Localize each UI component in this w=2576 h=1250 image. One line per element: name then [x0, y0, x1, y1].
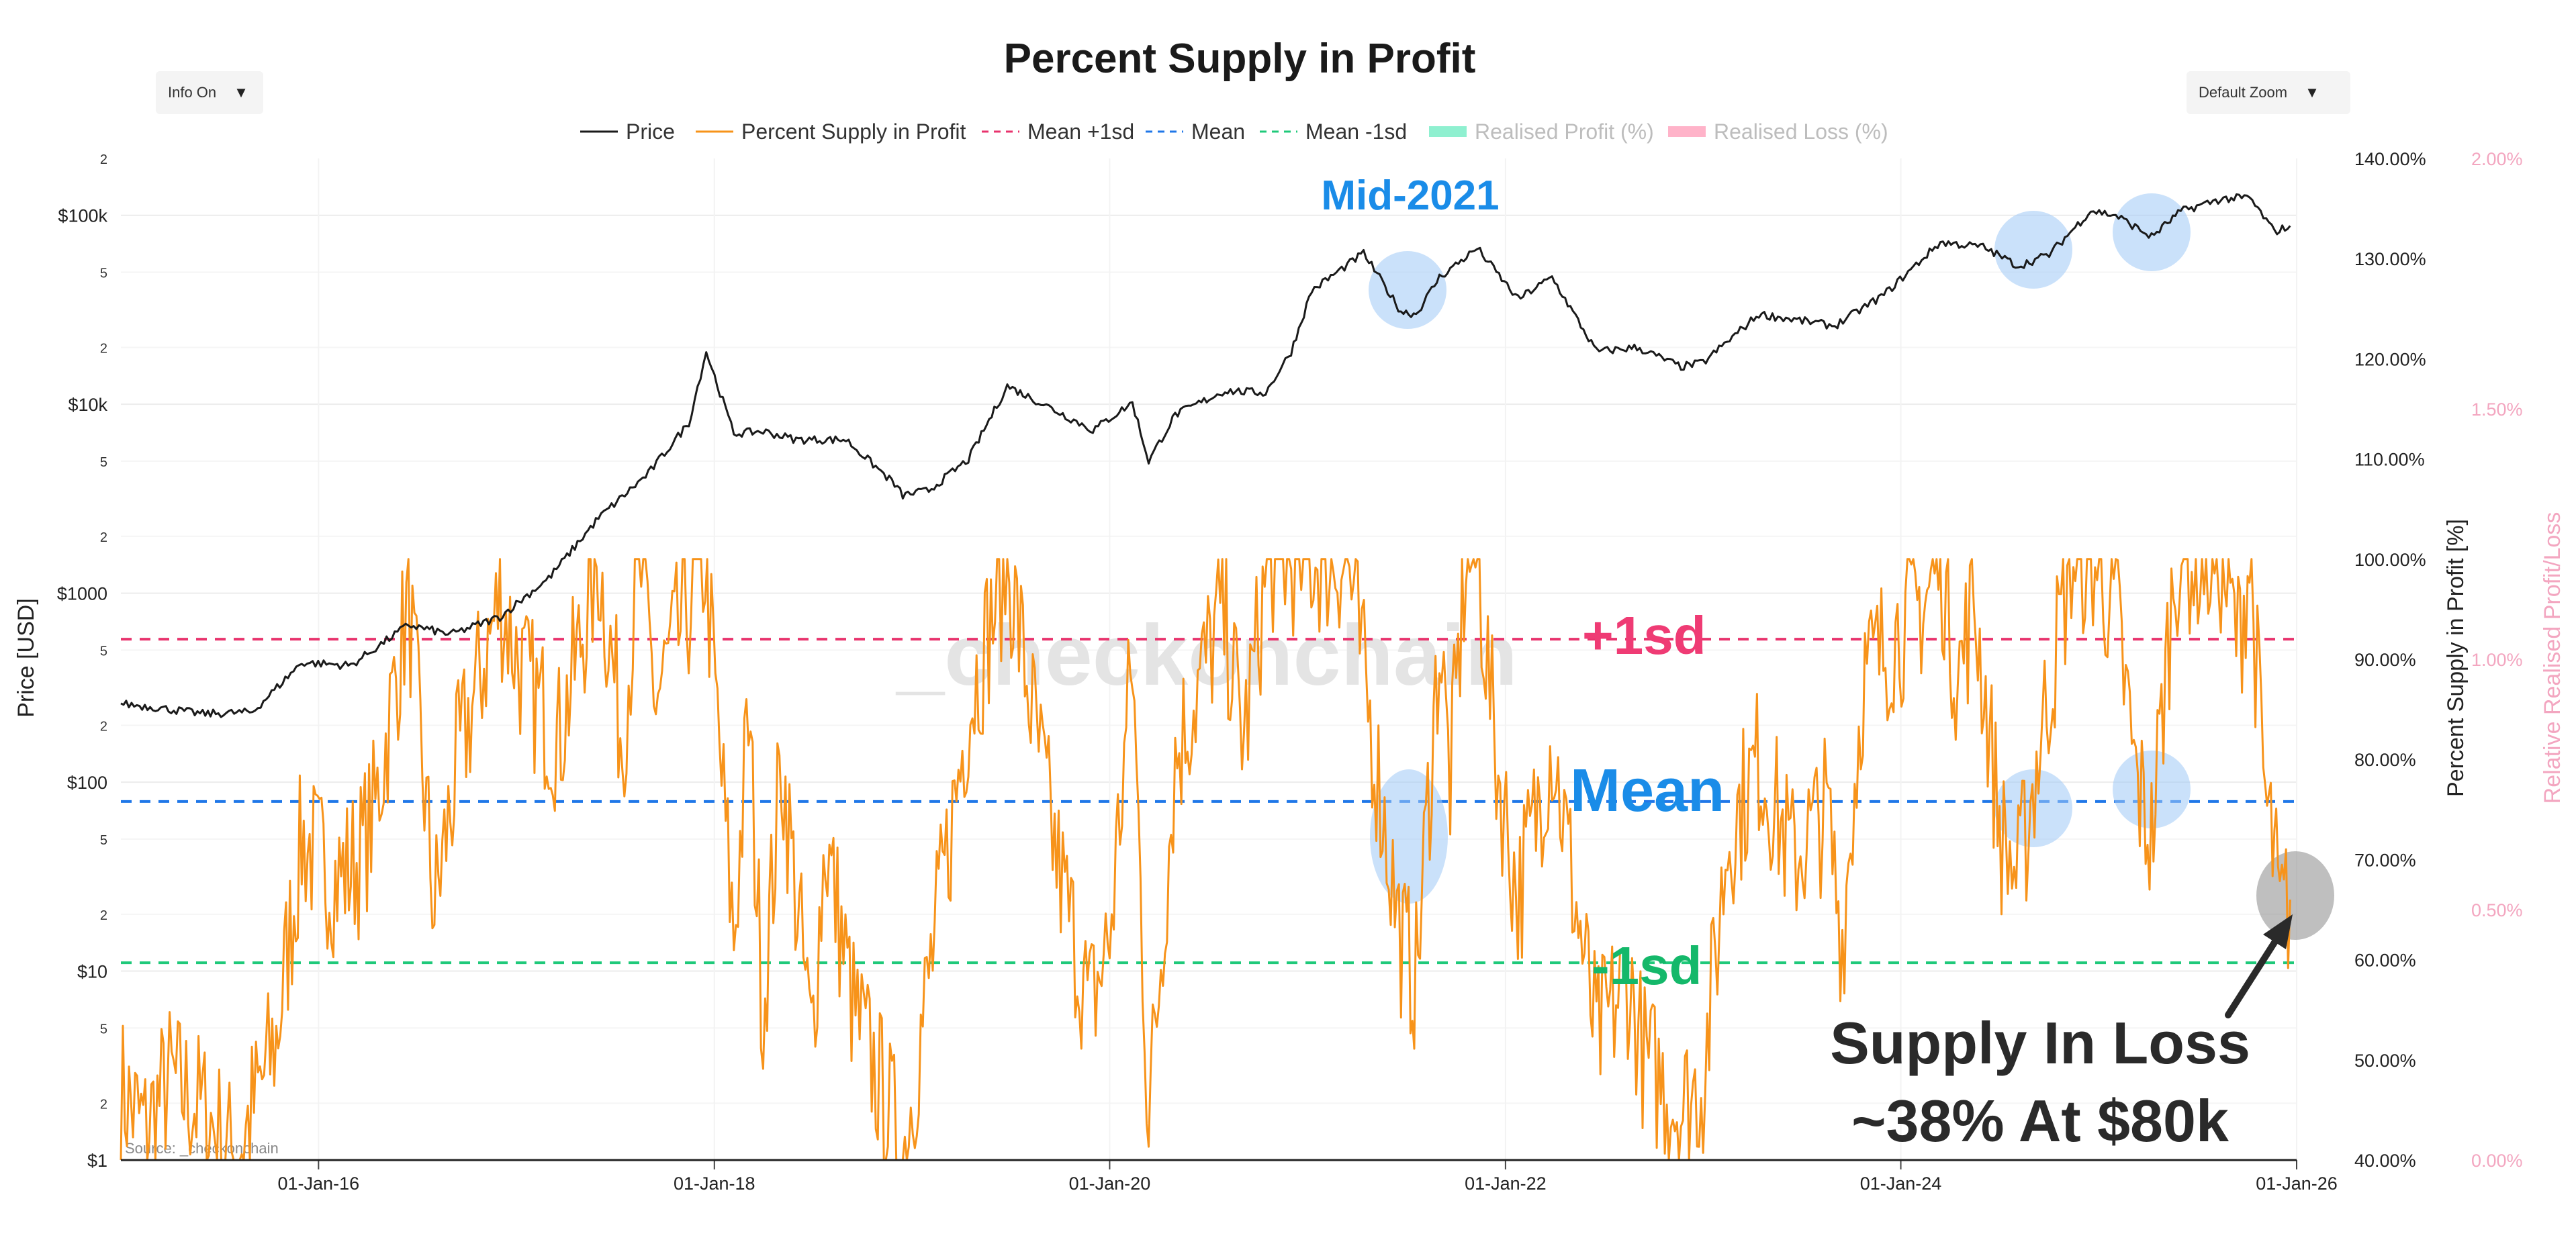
y-right2-tick: 1.50%	[2471, 399, 2523, 420]
legend-item[interactable]: Realised Loss (%)	[1668, 119, 1888, 144]
y-left-minor-tick: 2	[100, 1097, 107, 1112]
info-toggle-dropdown[interactable]: Info On ▼	[156, 71, 263, 114]
y-right2-tick: 2.00%	[2471, 149, 2523, 169]
chevron-down-icon: ▼	[2305, 84, 2319, 101]
legend-item[interactable]: Mean -1sd	[1260, 119, 1407, 144]
y-right-tick: 50.00%	[2354, 1051, 2416, 1071]
y-right2-tick: 0.00%	[2471, 1151, 2523, 1171]
y-right-tick: 40.00%	[2354, 1151, 2416, 1171]
series-line-percent-supply	[120, 558, 2291, 1161]
x-tick-label: 01-Jan-26	[2256, 1173, 2338, 1194]
legend-label: Mean +1sd	[1027, 119, 1134, 144]
y-left-minor-tick: 2	[100, 908, 107, 923]
axes: $1 2 5 $10 2 5 $100 2 5 $1000 2 5 $10k 2 5 $100k 2 40.00%…	[13, 149, 2565, 1194]
info-toggle-label: Info On	[168, 84, 217, 101]
highlight-ellipse	[1370, 769, 1448, 904]
legend-label: Percent Supply in Profit	[741, 119, 966, 144]
legend-item[interactable]: Percent Supply in Profit	[696, 119, 966, 144]
y-left-minor-tick: 5	[100, 833, 107, 848]
y-right-tick: 120.00%	[2354, 349, 2426, 369]
annotation-mean: Mean	[1570, 757, 1724, 824]
callout-arrow-head	[2263, 914, 2293, 949]
y-left-tick: $100k	[58, 206, 107, 226]
highlight-ellipse	[1369, 251, 1446, 329]
x-tick-label: 01-Jan-24	[1860, 1173, 1942, 1194]
chart-title: Percent Supply in Profit	[1004, 36, 1476, 82]
y-right2-tick: 1.00%	[2471, 650, 2523, 670]
legend-label: Realised Profit (%)	[1475, 119, 1654, 144]
legend-label: Mean	[1191, 119, 1245, 144]
legend-item[interactable]: Mean +1sd	[982, 119, 1134, 144]
legend-item[interactable]: Price	[580, 119, 675, 144]
legend-label: Mean -1sd	[1305, 119, 1407, 144]
series-line-price	[120, 193, 2291, 718]
x-tick-label: 01-Jan-20	[1069, 1173, 1151, 1194]
legend: Price Percent Supply in Profit Mean +1sd Me…	[580, 119, 1888, 144]
grid-lines	[121, 158, 2297, 1161]
chevron-down-icon: ▼	[234, 84, 248, 101]
highlight-ellipse	[2113, 193, 2191, 271]
y-left-minor-tick: 5	[100, 644, 107, 659]
y-left-minor-tick: 2	[100, 719, 107, 734]
y-right-tick: 90.00%	[2354, 650, 2416, 670]
y-right2-axis-title: Relative Realised Profit/Loss	[2540, 512, 2565, 804]
y-right-tick: 70.00%	[2354, 850, 2416, 870]
x-tick-label: 01-Jan-18	[674, 1173, 755, 1194]
annotations: Mid-2021 +1sd Mean -1sd Supply In Loss ~38% A…	[1321, 173, 2293, 1154]
y-right2-tick: 0.50%	[2471, 900, 2523, 920]
y-right-tick: 110.00%	[2354, 450, 2425, 470]
x-tick-label: 01-Jan-16	[278, 1173, 360, 1194]
zoom-dropdown-label: Default Zoom	[2199, 84, 2288, 101]
x-tick-label: 01-Jan-22	[1465, 1173, 1547, 1194]
y-left-tick: $1	[87, 1151, 107, 1171]
annotation-mid-2021: Mid-2021	[1321, 173, 1499, 219]
y-left-minor-tick: 5	[100, 266, 107, 281]
annotation-minus-1sd: -1sd	[1592, 936, 1702, 996]
y-left-minor-tick: 2	[100, 341, 107, 356]
legend-item[interactable]: Mean	[1146, 119, 1245, 144]
y-left-minor-tick: 5	[100, 1022, 107, 1037]
callout-arrow-shaft	[2225, 934, 2281, 1018]
band-lines	[121, 638, 2297, 965]
annotation-plus-1sd: +1sd	[1582, 606, 1706, 665]
zoom-dropdown[interactable]: Default Zoom ▼	[2187, 71, 2350, 114]
y-left-minor-tick: 2	[100, 152, 107, 167]
highlight-ellipse	[1994, 211, 2072, 289]
y-right-tick: 80.00%	[2354, 750, 2416, 770]
y-left-axis-title: Price [USD]	[13, 598, 39, 718]
legend-item[interactable]: Realised Profit (%)	[1429, 119, 1654, 144]
highlight-ellipse-current	[2256, 851, 2334, 940]
series-lines	[120, 193, 2291, 1161]
y-right-tick: 140.00%	[2354, 149, 2426, 169]
y-right-tick: 60.00%	[2354, 951, 2416, 971]
y-right-tick: 100.00%	[2354, 550, 2426, 570]
y-left-minor-tick: 2	[100, 530, 107, 545]
y-left-minor-tick: 5	[100, 455, 107, 470]
y-left-tick: $10	[77, 962, 107, 982]
callout-line-1: Supply In Loss	[1830, 1010, 2250, 1076]
legend-label: Price	[626, 119, 675, 144]
source-note: Source: _checkonchain	[125, 1140, 279, 1157]
legend-label: Realised Loss (%)	[1714, 119, 1888, 144]
y-left-tick: $100	[67, 773, 107, 793]
highlight-ellipses	[1369, 193, 2334, 940]
y-right-tick: 130.00%	[2354, 249, 2426, 269]
callout-line-2: ~38% At $80k	[1851, 1088, 2229, 1154]
y-left-tick: $1000	[57, 584, 107, 604]
y-left-tick: $10k	[68, 395, 107, 415]
y-right-axis-title: Percent Supply in Profit [%]	[2443, 519, 2469, 797]
